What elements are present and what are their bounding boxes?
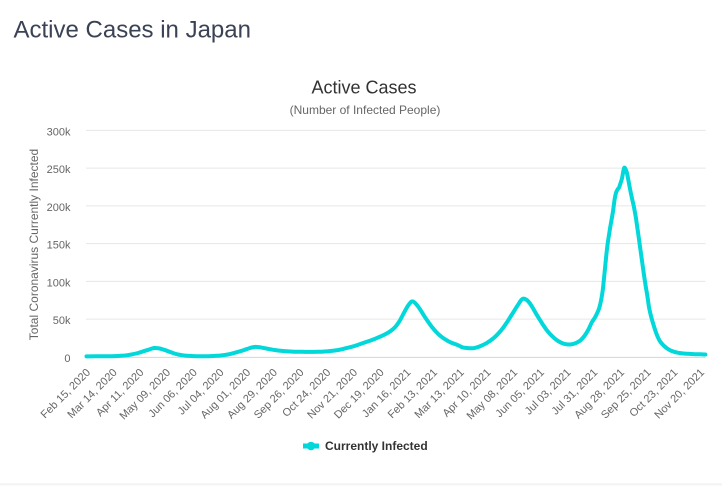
svg-text:Active Cases: Active Cases [311, 78, 416, 98]
svg-text:50k: 50k [53, 315, 71, 327]
svg-text:200k: 200k [47, 202, 71, 214]
svg-text:100k: 100k [47, 277, 71, 289]
svg-text:Active Cases in Japan: Active Cases in Japan [14, 17, 251, 44]
svg-text:(Number of Infected People): (Number of Infected People) [290, 103, 441, 117]
svg-text:250k: 250k [47, 164, 71, 176]
svg-text:Currently Infected: Currently Infected [325, 439, 428, 453]
svg-text:150k: 150k [47, 240, 71, 252]
svg-text:300k: 300k [47, 126, 71, 138]
svg-text:Total Coronavirus Currently In: Total Coronavirus Currently Infected [27, 149, 41, 340]
svg-text:0: 0 [64, 353, 70, 365]
